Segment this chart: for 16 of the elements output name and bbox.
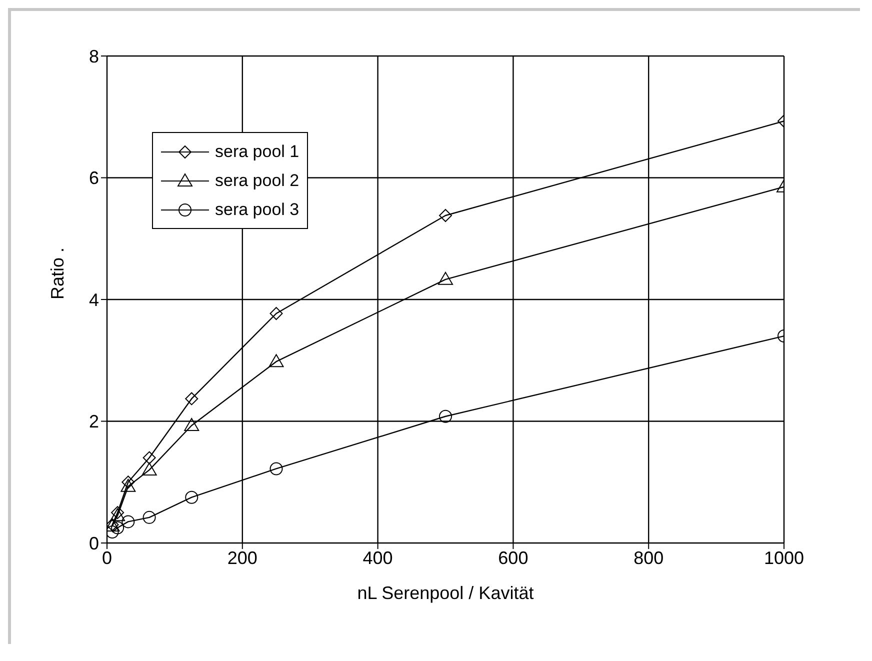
legend-label: sera pool 3 xyxy=(215,200,300,220)
x-tick-label: 1000 xyxy=(764,548,804,568)
y-axis-title: Ratio . xyxy=(47,247,68,300)
x-tick-label: 800 xyxy=(634,548,664,568)
legend-label: sera pool 2 xyxy=(215,170,300,190)
x-tick-label: 200 xyxy=(227,548,258,568)
y-tick-label: 4 xyxy=(88,290,99,310)
x-tick-label: 400 xyxy=(362,548,393,568)
legend-label: sera pool 1 xyxy=(215,142,300,162)
y-tick-label: 2 xyxy=(88,412,99,432)
x-tick-label: 0 xyxy=(102,548,112,568)
y-tick-label: 0 xyxy=(88,533,99,554)
y-tick-label: 6 xyxy=(88,168,99,188)
y-tick-label: 8 xyxy=(88,46,99,66)
x-tick-label: 600 xyxy=(498,548,528,568)
x-axis-title: nL Serenpool / Kavität xyxy=(357,583,534,603)
